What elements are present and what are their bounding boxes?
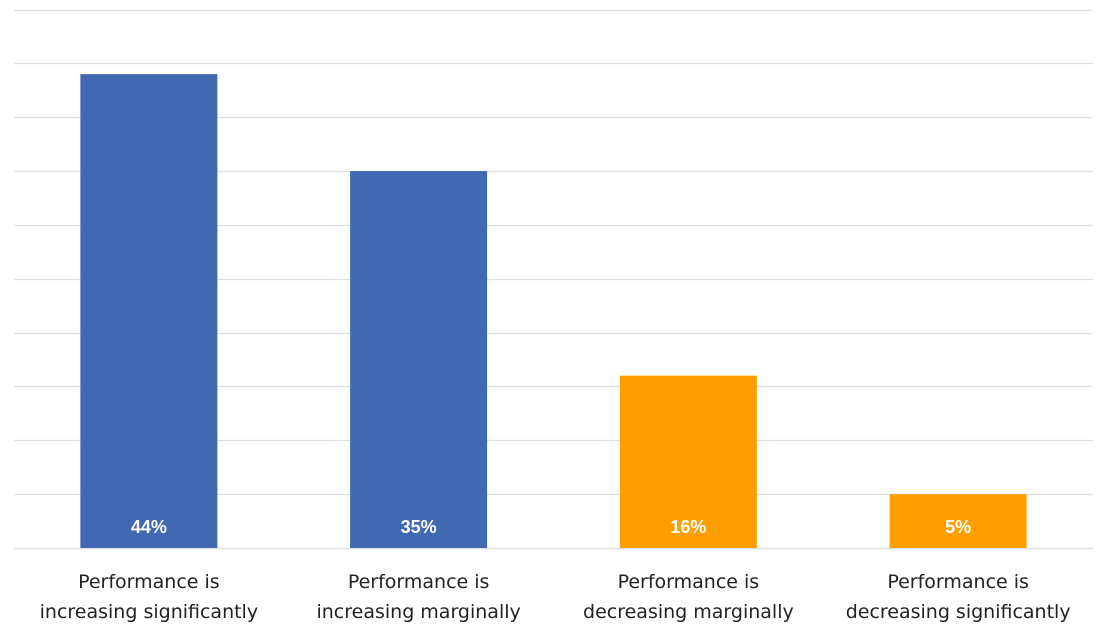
category-label-line: Performance is bbox=[78, 571, 220, 593]
category-label-line: Performance is bbox=[618, 571, 760, 593]
category-label: Performance is decreasing marginally bbox=[583, 571, 794, 623]
category-label: Performance is increasing significantly bbox=[40, 571, 258, 623]
data-label: 5% bbox=[945, 517, 971, 537]
category-label-line: increasing significantly bbox=[40, 601, 258, 623]
category-label-line: Performance is bbox=[348, 571, 490, 593]
value-labels: 44% 35% 16% 5% bbox=[131, 517, 971, 537]
bar bbox=[619, 375, 757, 548]
category-label-line: decreasing marginally bbox=[583, 601, 794, 623]
bar bbox=[889, 494, 1027, 548]
bar bbox=[80, 74, 218, 549]
category-label-line: decreasing significantly bbox=[846, 601, 1071, 623]
bar bbox=[350, 171, 488, 549]
bars bbox=[80, 74, 1027, 549]
data-label: 35% bbox=[401, 517, 437, 537]
category-label: Performance is increasing marginally bbox=[316, 571, 520, 623]
category-label: Performance is decreasing significantly bbox=[846, 571, 1071, 623]
data-label: 44% bbox=[131, 517, 167, 537]
category-labels: Performance is increasing significantlyPe… bbox=[40, 571, 1071, 623]
category-label-line: increasing marginally bbox=[316, 601, 520, 623]
category-label-line: Performance is bbox=[887, 571, 1029, 593]
data-label: 16% bbox=[670, 517, 706, 537]
